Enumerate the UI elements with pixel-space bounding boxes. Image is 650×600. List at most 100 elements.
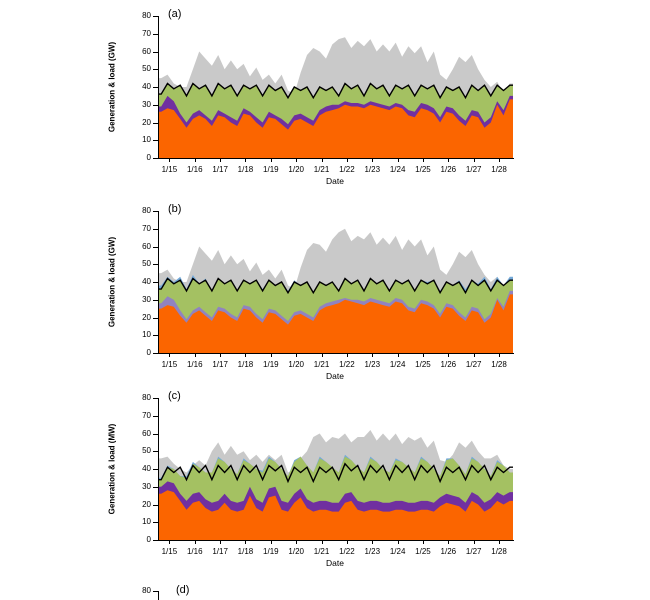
- x-axis-tick-label: 1/19: [263, 547, 279, 556]
- y-axis-tick: [153, 335, 158, 337]
- y-axis-tick-label: 10: [142, 135, 151, 145]
- y-axis-tick-label: 0: [146, 535, 151, 544]
- y-axis-line: [158, 211, 159, 354]
- x-axis-tick: [245, 354, 247, 357]
- y-axis-tick-label: 30: [142, 294, 151, 304]
- x-axis-tick-label: 1/18: [237, 547, 254, 556]
- y-axis-tick: [153, 299, 158, 301]
- x-axis-title: Date: [326, 371, 344, 381]
- x-axis-tick: [194, 354, 196, 357]
- x-axis-tick: [220, 541, 222, 544]
- y-axis-tick: [153, 415, 158, 417]
- x-axis-tick: [245, 541, 247, 544]
- x-axis-tick: [321, 541, 323, 544]
- y-axis-line: [158, 591, 159, 600]
- x-axis-tick: [499, 159, 501, 162]
- y-axis-line: [158, 398, 159, 541]
- y-axis-tick: [153, 246, 158, 248]
- y-axis-tick-label: 0: [146, 153, 151, 162]
- y-axis-tick: [153, 486, 158, 488]
- x-axis-tick-label: 1/18: [237, 165, 254, 174]
- y-axis-tick-label: 10: [142, 517, 151, 527]
- x-axis-tick: [397, 159, 399, 162]
- x-axis-tick-label: 1/25: [415, 360, 431, 369]
- x-axis-tick-label: 1/17: [212, 547, 228, 556]
- x-axis-tick-label: 1/28: [491, 547, 507, 556]
- y-axis-tick: [153, 211, 158, 212]
- x-axis-tick: [194, 159, 196, 162]
- x-axis-tick-label: 1/21: [313, 165, 330, 174]
- x-axis-tick: [397, 354, 399, 357]
- x-axis-tick: [220, 159, 222, 162]
- y-axis-tick: [153, 591, 158, 592]
- y-axis-tick-label: 40: [142, 277, 151, 286]
- x-axis-tick-label: 1/24: [389, 547, 406, 556]
- x-axis-tick: [169, 541, 171, 544]
- x-axis-tick-label: 1/16: [186, 360, 203, 369]
- x-axis-tick-label: 1/23: [364, 360, 381, 369]
- x-axis-line: [158, 158, 514, 159]
- x-axis-tick: [270, 159, 272, 162]
- x-axis-tick-label: 1/15: [161, 547, 178, 556]
- x-axis-tick: [422, 159, 424, 162]
- y-axis-tick: [153, 433, 158, 435]
- x-axis-tick: [245, 159, 247, 162]
- y-axis-tick: [153, 87, 158, 88]
- y-axis-tick-label: 80: [142, 206, 151, 215]
- x-axis-tick: [296, 159, 298, 162]
- x-axis-title: Date: [326, 176, 344, 186]
- x-axis-tick: [422, 354, 424, 357]
- y-axis-tick: [153, 33, 158, 35]
- x-axis-tick-label: 1/22: [339, 360, 355, 369]
- y-axis-tick: [153, 264, 158, 266]
- y-axis-tick-label: 20: [142, 117, 151, 127]
- x-axis-tick-label: 1/26: [440, 547, 457, 556]
- y-axis-tick-label: 60: [142, 241, 151, 251]
- x-axis-tick: [346, 541, 348, 544]
- x-axis-tick-label: 1/20: [288, 360, 304, 369]
- x-axis-tick-label: 1/22: [339, 165, 355, 174]
- x-axis-tick-label: 1/20: [288, 165, 304, 174]
- x-axis-tick-label: 1/22: [339, 547, 355, 556]
- y-axis-tick: [153, 16, 158, 17]
- y-axis-tick-label: 80: [142, 393, 151, 402]
- x-axis-tick: [473, 159, 475, 162]
- y-axis-tick-label: 70: [142, 28, 151, 38]
- plot-area-a: [158, 37, 513, 158]
- x-axis-tick: [372, 541, 374, 544]
- y-axis-tick: [153, 69, 158, 71]
- x-axis-tick: [499, 354, 501, 357]
- y-axis-tick-label: 80: [142, 11, 151, 20]
- panel-label: (b): [168, 203, 182, 215]
- x-axis-tick: [448, 541, 450, 544]
- y-axis-tick: [153, 398, 158, 399]
- y-axis-tick: [153, 353, 158, 354]
- y-axis-tick-label: 60: [142, 428, 151, 438]
- x-axis-line: [158, 353, 514, 354]
- x-axis-tick-label: 1/24: [389, 165, 406, 174]
- x-axis-tick-label: 1/23: [364, 165, 381, 174]
- y-axis-tick-label: 30: [142, 481, 151, 491]
- x-axis-tick: [169, 354, 171, 357]
- y-axis-tick: [153, 104, 158, 106]
- plot-area-c: [158, 430, 513, 540]
- x-axis-tick: [296, 354, 298, 357]
- x-axis-tick-label: 1/25: [415, 547, 431, 556]
- x-axis-tick: [397, 541, 399, 544]
- y-axis-tick: [153, 522, 158, 524]
- y-axis-tick: [153, 451, 158, 453]
- x-axis-tick-label: 1/24: [389, 360, 406, 369]
- y-axis-tick: [153, 158, 158, 159]
- x-axis-tick: [321, 159, 323, 162]
- x-axis-tick-label: 1/27: [465, 165, 482, 174]
- panel-label: (d): [176, 584, 190, 596]
- x-axis-tick: [346, 159, 348, 162]
- y-axis-tick: [153, 540, 158, 541]
- y-axis-tick-label: 70: [142, 410, 151, 420]
- x-axis-tick-label: 1/28: [491, 165, 507, 174]
- y-axis-tick: [153, 140, 158, 142]
- y-axis-tick-label: 70: [142, 223, 151, 233]
